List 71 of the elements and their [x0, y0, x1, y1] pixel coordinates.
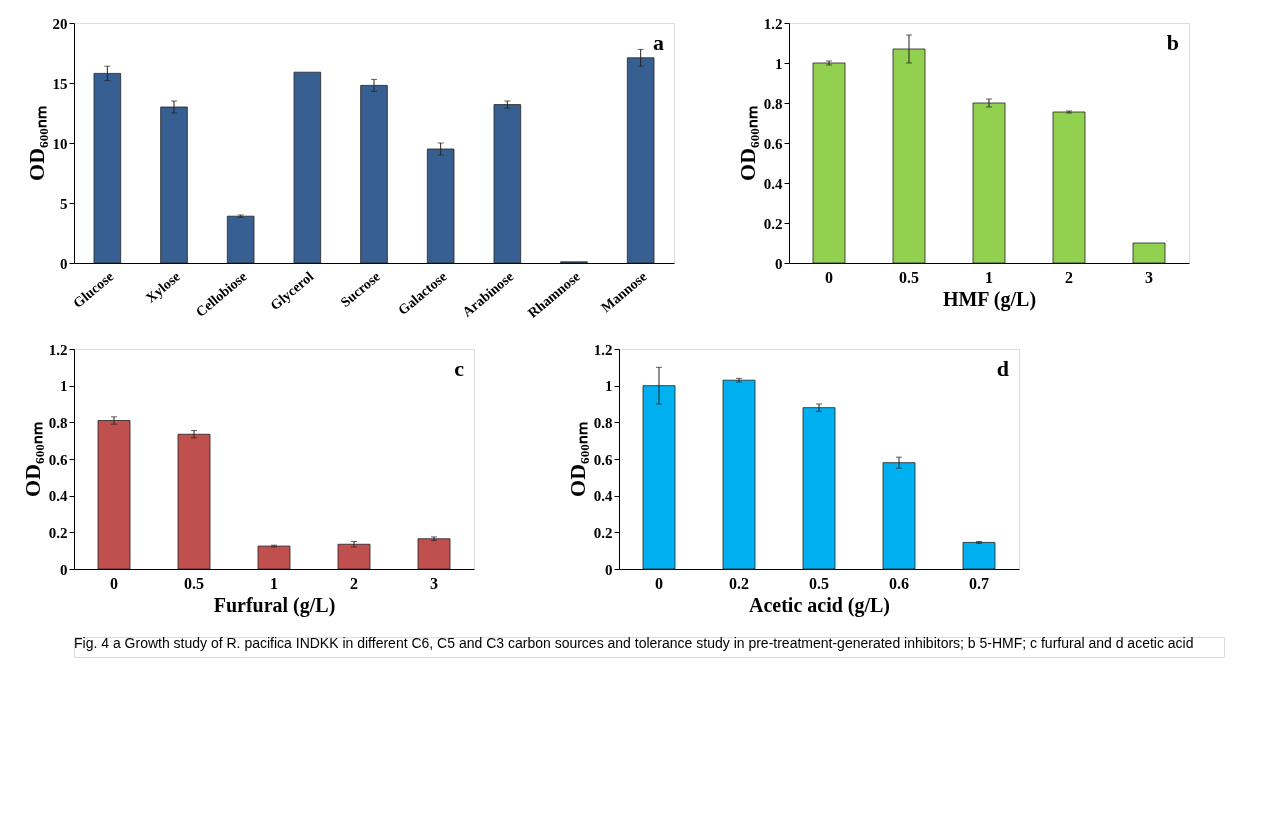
- bar: [257, 545, 291, 570]
- x-tick-label: 1: [985, 268, 993, 286]
- y-axis-title: OD₆₀₀ₙₘ: [564, 422, 590, 497]
- bar: [802, 407, 836, 570]
- y-tick-label: 0.2: [593, 524, 613, 541]
- bar: [812, 62, 846, 264]
- x-tick-label: 3: [430, 574, 438, 592]
- y-tick-label: 10: [52, 135, 68, 152]
- bar: [493, 104, 522, 264]
- y-axis-title: OD₆₀₀ₙₘ: [19, 422, 45, 497]
- x-tick-label: 0: [655, 574, 663, 592]
- bar: [882, 462, 916, 570]
- y-tick-label: 0.6: [48, 451, 68, 468]
- x-tick-label: 2: [1065, 268, 1073, 286]
- y-tick-label: 1: [775, 55, 783, 72]
- annotation: c: [454, 356, 465, 381]
- bar: [1052, 111, 1086, 264]
- y-tick-label: 0.8: [763, 95, 783, 112]
- x-tick-label: 0: [825, 268, 833, 286]
- y-tick-label: 0: [605, 561, 613, 578]
- y-tick-label: 0.6: [763, 135, 783, 152]
- y-tick-label: 1.2: [48, 341, 68, 358]
- y-tick-label: 0.6: [593, 451, 613, 468]
- y-tick-label: 1.2: [763, 15, 783, 32]
- y-tick-label: 0.4: [763, 175, 783, 192]
- bar: [962, 542, 996, 570]
- bar: [722, 379, 756, 570]
- x-tick-label: 0: [110, 574, 118, 592]
- bar: [426, 148, 455, 264]
- x-tick-label: 0.5: [184, 574, 204, 592]
- x-tick-label: 2: [350, 574, 358, 592]
- y-tick-label: 0.4: [48, 488, 68, 505]
- x-tick-label: 0.6: [889, 574, 909, 592]
- x-tick-label: 0.7: [969, 574, 989, 592]
- y-tick-label: 1: [60, 378, 68, 395]
- y-tick-label: 5: [60, 195, 68, 212]
- y-tick-label: 0: [775, 255, 783, 272]
- x-axis-title: Furfural (g/L): [213, 593, 336, 617]
- bar: [160, 106, 188, 264]
- x-tick-label: 0.5: [899, 268, 919, 286]
- x-axis-title: HMF (g/L): [942, 287, 1037, 311]
- y-axis-title: OD₆₀₀ₙₘ: [734, 106, 760, 181]
- x-tick-label: 0.5: [809, 574, 829, 592]
- y-tick-label: 0.2: [763, 215, 783, 232]
- y-tick-label: 1: [605, 378, 613, 395]
- y-tick-label: 0.8: [48, 414, 68, 431]
- y-tick-label: 15: [52, 75, 68, 92]
- y-tick-label: 0: [60, 255, 68, 272]
- y-axis-title: OD₆₀₀ₙₘ: [23, 106, 49, 181]
- bar: [97, 420, 131, 570]
- x-tick-label: 0.2: [729, 574, 749, 592]
- y-tick-label: 0: [60, 561, 68, 578]
- y-tick-label: 0.2: [48, 524, 68, 541]
- y-tick-label: 0.8: [593, 414, 613, 431]
- y-tick-label: 0.4: [593, 488, 613, 505]
- x-tick-label: 3: [1145, 268, 1153, 286]
- bar: [1132, 242, 1166, 264]
- x-tick-label: 1: [270, 574, 278, 592]
- bar: [226, 215, 255, 264]
- annotation: b: [1166, 30, 1179, 55]
- bar: [337, 543, 371, 570]
- annotation: a: [653, 30, 664, 55]
- annotation: d: [996, 356, 1009, 381]
- y-tick-label: 20: [52, 15, 68, 32]
- y-tick-label: 1.2: [593, 341, 613, 358]
- bar: [417, 538, 451, 570]
- bar: [293, 71, 322, 264]
- bar: [972, 102, 1006, 264]
- bar: [177, 433, 211, 570]
- caption: Fig. 4 a Growth study of R. pacifica INDKK in different C6, C5 and C3 carbon sources and tolerance study in pre-treatment-generated inhibitors; b 5-HMF; c furfural and d acetic acid: [74, 635, 1194, 651]
- x-axis-title: Acetic acid (g/L): [748, 593, 891, 617]
